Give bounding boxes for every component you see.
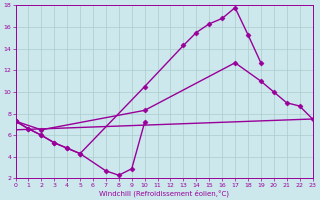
X-axis label: Windchill (Refroidissement éolien,°C): Windchill (Refroidissement éolien,°C) [99,189,229,197]
